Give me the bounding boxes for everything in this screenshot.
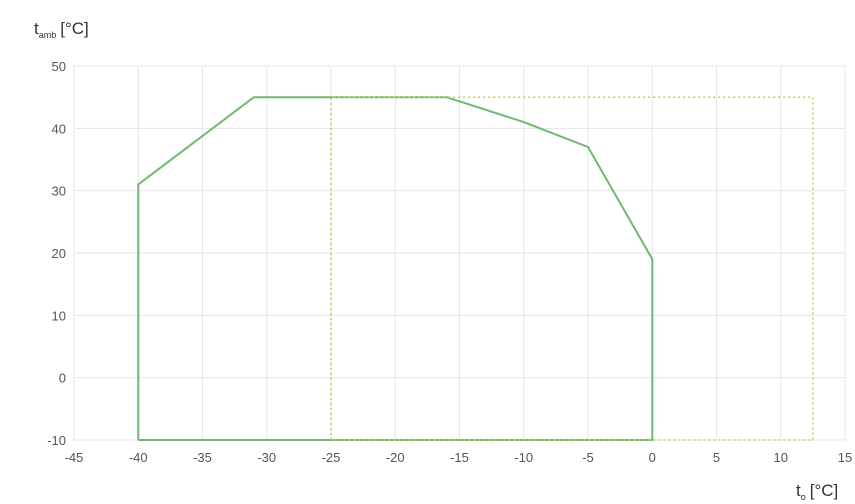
y-tick-label: 50 <box>52 59 66 74</box>
y-tick-label: 0 <box>59 371 66 386</box>
y-axis-title-unit: [°C] <box>60 19 89 38</box>
x-tick-label: -40 <box>129 450 148 465</box>
x-axis-title-unit: [°C] <box>810 481 839 500</box>
y-axis-title: tamb [°C] <box>34 19 89 40</box>
x-tick-label: -20 <box>386 450 405 465</box>
x-tick-label: -45 <box>65 450 84 465</box>
x-tick-label: -35 <box>193 450 212 465</box>
y-tick-label: -10 <box>47 433 66 448</box>
y-tick-label: 30 <box>52 184 66 199</box>
y-tick-label: 10 <box>52 308 66 323</box>
y-tick-label: 20 <box>52 246 66 261</box>
x-tick-label: -30 <box>257 450 276 465</box>
x-tick-label: 10 <box>774 450 788 465</box>
y-tick-label: 40 <box>52 121 66 136</box>
x-axis-title-sub: o <box>801 492 806 502</box>
x-tick-label: -15 <box>450 450 469 465</box>
x-tick-label: -5 <box>582 450 594 465</box>
x-axis-title-main: t <box>796 481 801 500</box>
plot-area: -45 -40 -35 -30 -25 -20 -15 -10 -5 0 5 10 15 -10 0 10 20… <box>47 59 852 465</box>
x-tick-label: 0 <box>649 450 656 465</box>
x-tick-label: 15 <box>838 450 852 465</box>
x-tick-label: -25 <box>322 450 341 465</box>
x-tick-label: 5 <box>713 450 720 465</box>
solid-envelope-line <box>137 96 654 441</box>
y-axis-title-main: t <box>34 19 39 38</box>
x-axis-title: to [°C] <box>796 481 838 502</box>
x-tick-label: -10 <box>514 450 533 465</box>
y-axis-title-sub: amb <box>39 30 57 40</box>
